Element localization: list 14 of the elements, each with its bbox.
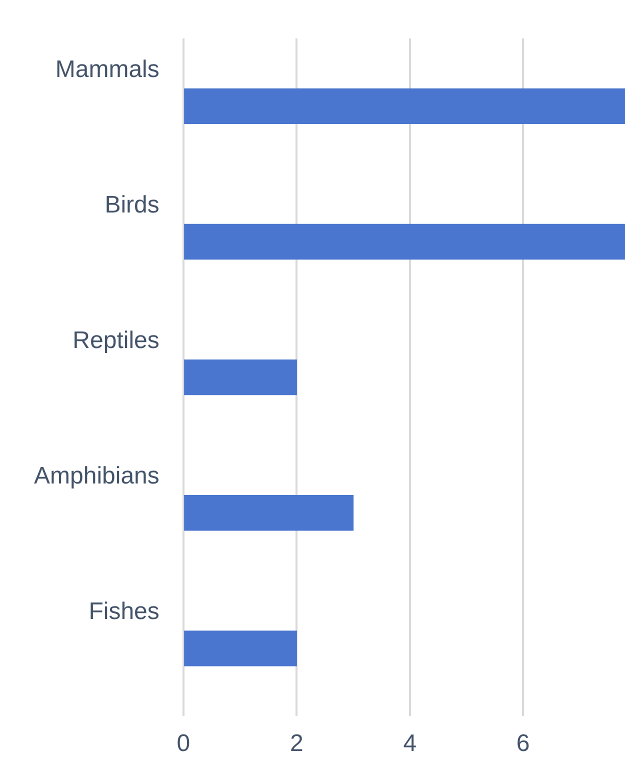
y-tick-label: Reptiles (72, 326, 160, 354)
x-tick-label: 6 (516, 730, 530, 758)
bar (184, 359, 297, 396)
bar (184, 630, 297, 666)
bar (184, 495, 354, 531)
bar (184, 224, 625, 260)
y-tick-label: Mammals (55, 56, 160, 83)
y-tick-label: Amphibians (34, 462, 160, 490)
y-tick-label: Birds (104, 191, 160, 218)
x-tick-label: 0 (176, 730, 190, 758)
bar (184, 88, 625, 124)
x-tick-label: 4 (403, 730, 417, 758)
y-tick-label: Fishes (88, 598, 160, 626)
x-tick-label: 2 (290, 730, 304, 758)
